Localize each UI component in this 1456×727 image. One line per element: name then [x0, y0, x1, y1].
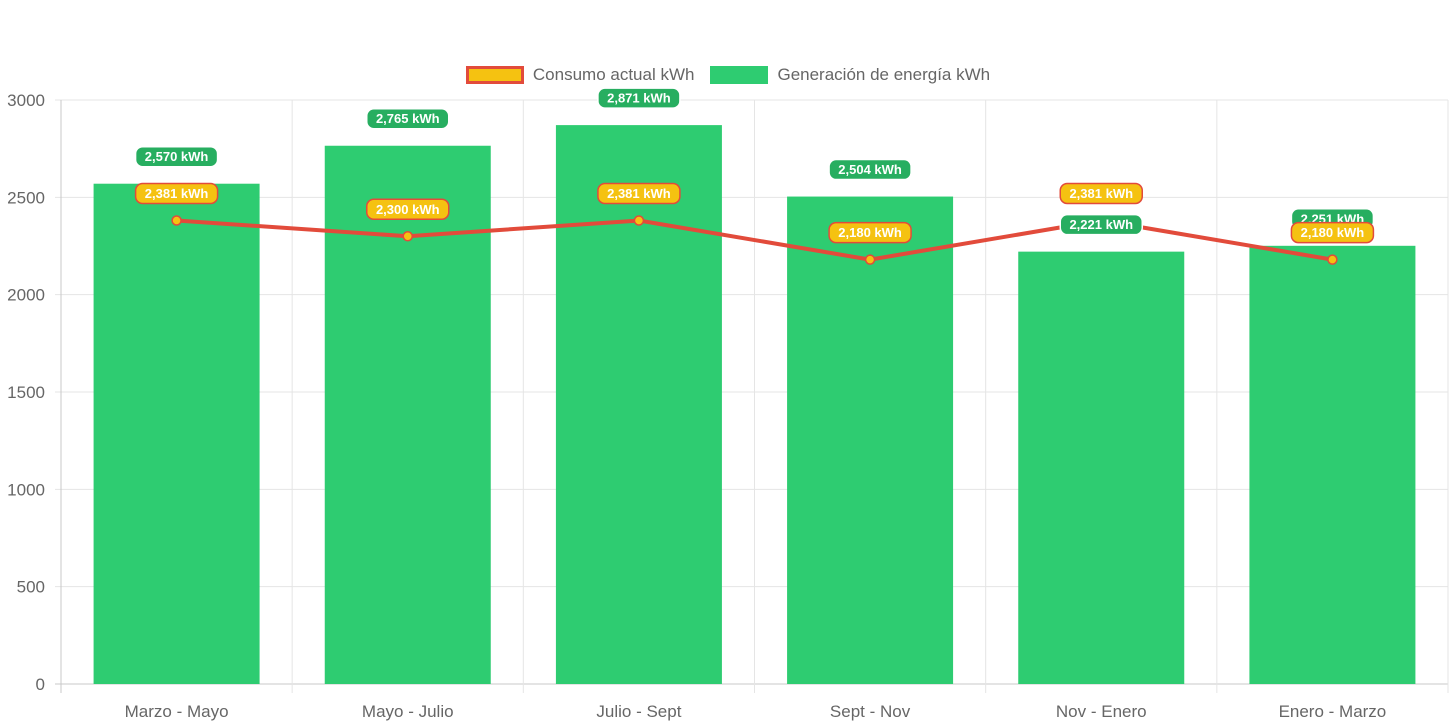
consumo-data-label: 2,381 kWh — [1069, 186, 1133, 201]
y-tick-label: 0 — [36, 675, 45, 694]
consumo-data-label-box — [1290, 221, 1375, 244]
generacion-data-label-box — [597, 87, 681, 109]
consumo-point — [1327, 254, 1338, 265]
consumo-point — [171, 215, 182, 226]
generacion-data-label: 2,504 kWh — [838, 162, 902, 177]
legend-swatch-consumo — [465, 66, 524, 84]
generacion-data-label-box — [1059, 213, 1143, 236]
y-tick-label: 2000 — [7, 286, 45, 305]
legend-item-generacion[interactable]: Generación de energía kWh — [710, 65, 990, 85]
generacion-data-label: 2,570 kWh — [145, 149, 209, 164]
x-tick-label: Mayo - Julio — [362, 702, 454, 721]
consumo-data-label: 2,180 kWh — [838, 225, 902, 240]
x-tick-label: Marzo - Mayo — [125, 702, 229, 721]
generacion-data-label-box — [828, 158, 912, 181]
consumo-data-label: 2,300 kWh — [376, 202, 440, 217]
bar — [787, 196, 954, 684]
x-tick-label: Enero - Marzo — [1279, 702, 1387, 721]
bar — [93, 183, 260, 684]
legend-item-consumo[interactable]: Consumo actual kWh — [465, 65, 695, 85]
consumo-data-label-box — [597, 182, 681, 205]
legend-swatch-generacion — [710, 66, 769, 84]
consumo-data-label-box — [134, 182, 219, 205]
y-tick-label: 3000 — [7, 91, 45, 110]
generacion-data-label: 2,765 kWh — [376, 111, 440, 126]
consumo-data-label: 2,180 kWh — [1301, 225, 1365, 240]
bar — [1018, 251, 1185, 685]
chart-legend: Consumo actual kWh Generación de energía… — [0, 63, 1456, 87]
consumo-point — [633, 215, 645, 226]
consumo-data-label-box — [366, 198, 450, 221]
y-tick-label: 500 — [17, 578, 45, 597]
consumo-data-label-box — [828, 221, 912, 244]
bar — [324, 145, 491, 684]
x-tick-label: Sept - Nov — [830, 702, 911, 721]
generacion-data-label: 2,221 kWh — [1069, 217, 1133, 232]
generacion-data-label-box — [134, 145, 219, 168]
generacion-data-label: 2,871 kWh — [607, 91, 671, 106]
bar — [1249, 245, 1416, 684]
x-tick-label: Julio - Sept — [596, 702, 681, 721]
legend-label-generacion: Generación de energía kWh — [777, 65, 991, 84]
consumo-point — [864, 254, 876, 265]
legend-label-consumo: Consumo actual kWh — [532, 65, 695, 84]
consumo-data-label-box — [1059, 182, 1143, 205]
y-tick-label: 1500 — [7, 383, 45, 402]
x-tick-label: Nov - Enero — [1056, 702, 1147, 721]
generacion-data-label-box — [366, 107, 450, 130]
consumo-point — [402, 231, 413, 242]
bar — [555, 125, 722, 684]
consumo-data-label: 2,381 kWh — [145, 186, 209, 201]
consumo-data-label: 2,381 kWh — [607, 186, 671, 201]
y-tick-label: 2500 — [7, 188, 45, 207]
y-tick-label: 1000 — [7, 480, 45, 499]
